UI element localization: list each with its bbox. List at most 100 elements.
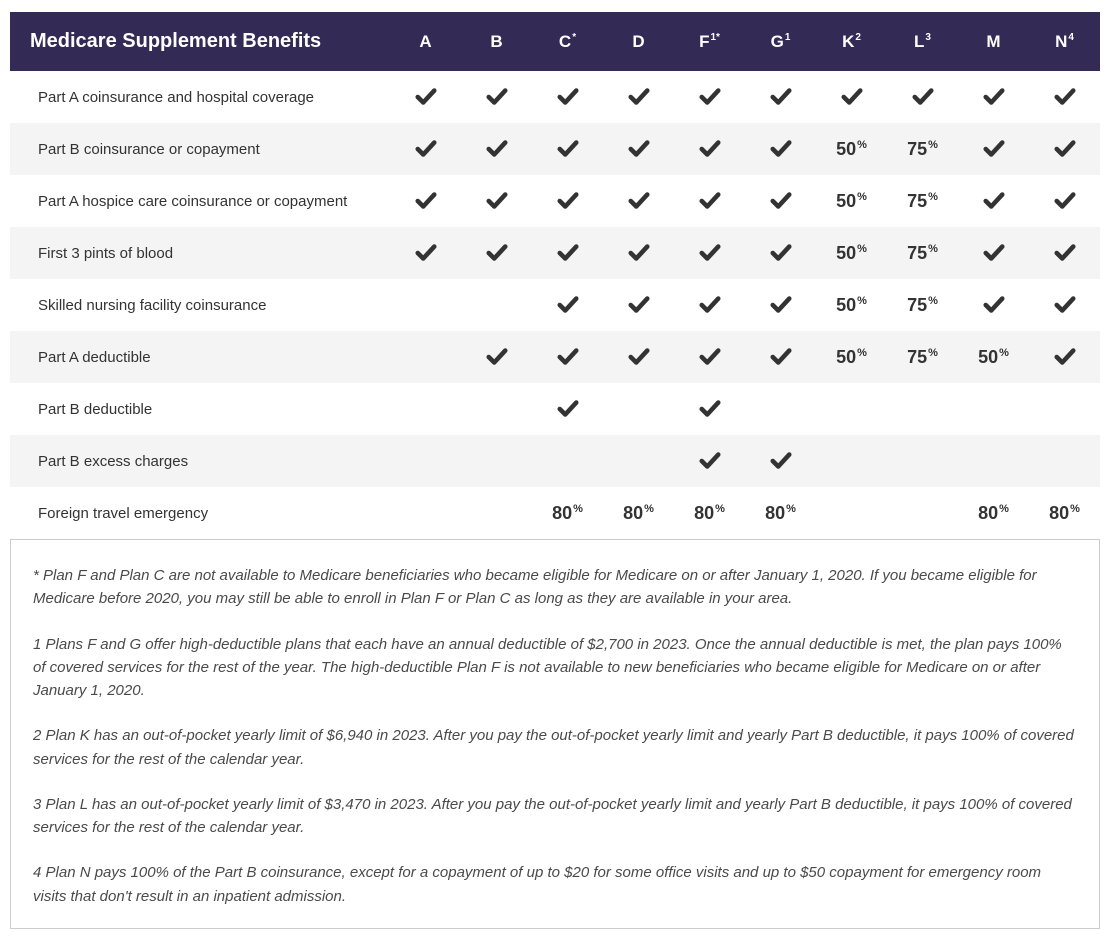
benefit-cell (461, 123, 532, 175)
check-icon (626, 192, 652, 209)
benefit-cell (603, 123, 674, 175)
plan-column-header: G1 (745, 12, 816, 71)
percent-value: 80% (1049, 503, 1080, 523)
check-icon (555, 88, 581, 105)
benefit-cell (532, 331, 603, 383)
benefit-cell (1029, 123, 1100, 175)
footnote: 2 Plan K has an out-of-pocket yearly lim… (33, 724, 1077, 771)
check-icon (626, 348, 652, 365)
benefit-cell (958, 123, 1029, 175)
percent-value: 50% (836, 139, 867, 159)
benefit-cell (816, 487, 887, 539)
benefit-cell: 50% (816, 279, 887, 331)
percent-sign: % (857, 295, 867, 307)
percent-value: 80% (694, 503, 725, 523)
check-icon (981, 244, 1007, 261)
table-row: Part A hospice care coinsurance or copay… (10, 175, 1100, 227)
check-icon (697, 192, 723, 209)
check-icon (981, 140, 1007, 157)
benefit-cell (532, 123, 603, 175)
benefit-cell (674, 331, 745, 383)
check-icon (910, 88, 936, 105)
benefit-cell (603, 175, 674, 227)
benefit-cell (461, 383, 532, 435)
benefits-table: Medicare Supplement Benefits ABC*DF1*G1K… (10, 12, 1100, 539)
check-icon (484, 244, 510, 261)
percent-value: 80% (978, 503, 1009, 523)
percent-value: 80% (623, 503, 654, 523)
benefit-cell (674, 71, 745, 123)
benefit-cell: 75% (887, 279, 958, 331)
percent-sign: % (715, 503, 725, 515)
check-icon (555, 140, 581, 157)
check-icon (981, 88, 1007, 105)
check-icon (697, 88, 723, 105)
header-row: Medicare Supplement Benefits ABC*DF1*G1K… (10, 12, 1100, 71)
benefit-cell (1029, 227, 1100, 279)
check-icon (1052, 296, 1078, 313)
percent-value: 50% (836, 191, 867, 211)
benefit-label: Skilled nursing facility coinsurance (10, 279, 390, 331)
benefit-cell (674, 123, 745, 175)
percent-value: 50% (836, 243, 867, 263)
table-row: Foreign travel emergency80%80%80%80%80%8… (10, 487, 1100, 539)
benefit-label: Part A coinsurance and hospital coverage (10, 71, 390, 123)
footnote: 3 Plan L has an out-of-pocket yearly lim… (33, 793, 1077, 840)
check-icon (555, 400, 581, 417)
percent-sign: % (1070, 503, 1080, 515)
plan-column-header: M (958, 12, 1029, 71)
percent-value: 80% (765, 503, 796, 523)
benefit-cell: 80% (603, 487, 674, 539)
benefit-cell (532, 383, 603, 435)
check-icon (626, 88, 652, 105)
percent-sign: % (999, 503, 1009, 515)
check-icon (981, 192, 1007, 209)
benefit-cell (958, 227, 1029, 279)
benefit-label: Part A deductible (10, 331, 390, 383)
benefit-cell (745, 435, 816, 487)
benefit-label: Foreign travel emergency (10, 487, 390, 539)
footnotes-box: * Plan F and Plan C are not available to… (10, 539, 1100, 929)
benefit-cell (674, 227, 745, 279)
percent-sign: % (857, 139, 867, 151)
benefit-cell (603, 383, 674, 435)
check-icon (768, 140, 794, 157)
benefit-cell (745, 227, 816, 279)
percent-value: 50% (836, 347, 867, 367)
plan-column-sup: 3 (925, 32, 931, 43)
benefit-cell (390, 331, 461, 383)
benefit-cell (390, 71, 461, 123)
percent-value: 50% (978, 347, 1009, 367)
check-icon (626, 140, 652, 157)
benefit-label: Part A hospice care coinsurance or copay… (10, 175, 390, 227)
check-icon (697, 452, 723, 469)
percent-value: 75% (907, 295, 938, 315)
table-row: Part A coinsurance and hospital coverage (10, 71, 1100, 123)
benefit-cell (887, 435, 958, 487)
check-icon (1052, 244, 1078, 261)
percent-sign: % (857, 347, 867, 359)
benefit-cell (461, 175, 532, 227)
check-icon (697, 296, 723, 313)
benefit-cell (532, 71, 603, 123)
footnote: 1 Plans F and G offer high-deductible pl… (33, 633, 1077, 703)
benefit-cell (816, 71, 887, 123)
percent-sign: % (928, 347, 938, 359)
benefit-cell (461, 487, 532, 539)
benefit-cell (390, 435, 461, 487)
check-icon (555, 348, 581, 365)
plan-column-header: D (603, 12, 674, 71)
benefit-cell (390, 279, 461, 331)
percent-value: 75% (907, 191, 938, 211)
percent-sign: % (644, 503, 654, 515)
benefit-cell (603, 435, 674, 487)
plan-column-header: K2 (816, 12, 887, 71)
header-title: Medicare Supplement Benefits (10, 12, 390, 71)
benefit-cell (1029, 331, 1100, 383)
check-icon (484, 88, 510, 105)
benefit-cell (745, 279, 816, 331)
percent-value: 75% (907, 139, 938, 159)
benefit-cell (461, 435, 532, 487)
benefit-cell (532, 175, 603, 227)
benefit-cell (745, 123, 816, 175)
